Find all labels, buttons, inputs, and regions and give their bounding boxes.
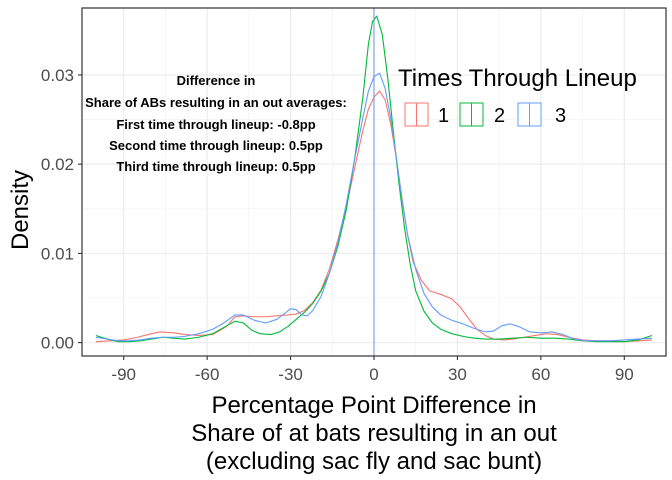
annotation-line-2: Share of ABs resulting in an out average… (85, 95, 347, 110)
y-tick-label: 0.02 (41, 155, 74, 174)
legend-title: Times Through Lineup (398, 65, 637, 92)
x-axis-title-line-3: (excluding sac fly and sac bunt) (206, 448, 542, 475)
x-tick-label: 60 (531, 365, 550, 384)
x-tick-label: -60 (195, 365, 220, 384)
y-axis-title: Density (7, 170, 34, 250)
annotation-line-5: Third time through lineup: 0.5pp (116, 159, 315, 174)
x-tick-label: 90 (615, 365, 634, 384)
annotation-line-4: Second time through lineup: 0.5pp (109, 138, 323, 153)
legend-label-1: 1 (438, 105, 449, 127)
annotation-line-3: First time through lineup: -0.8pp (116, 117, 315, 132)
x-tick-label: -30 (278, 365, 303, 384)
density-line-1 (95, 90, 653, 343)
x-tick-label: -90 (111, 365, 136, 384)
x-axis-title-line-1: Percentage Point Difference in (211, 392, 536, 419)
legend-label-3: 3 (555, 105, 566, 127)
annotation-text: Difference in Share of ABs resulting in … (85, 73, 347, 174)
y-tick-label: 0.03 (41, 66, 74, 85)
x-tick-label: 30 (448, 365, 467, 384)
axis-ticks: -90 -60 -30 0 30 60 90 0.00 0.01 0.02 0.03 (41, 66, 634, 384)
density-line-3 (95, 72, 653, 342)
y-tick-label: 0.00 (41, 334, 74, 353)
x-axis-title-line-2: Share of at bats resulting in an out (191, 420, 557, 447)
density-lines (95, 8, 653, 356)
annotation-line-1: Difference in (177, 73, 256, 88)
x-tick-label: 0 (369, 365, 378, 384)
y-tick-label: 0.01 (41, 244, 74, 263)
density-line-2 (95, 15, 653, 343)
legend-label-2: 2 (494, 105, 505, 127)
legend: Times Through Lineup 1 2 3 (398, 65, 637, 127)
